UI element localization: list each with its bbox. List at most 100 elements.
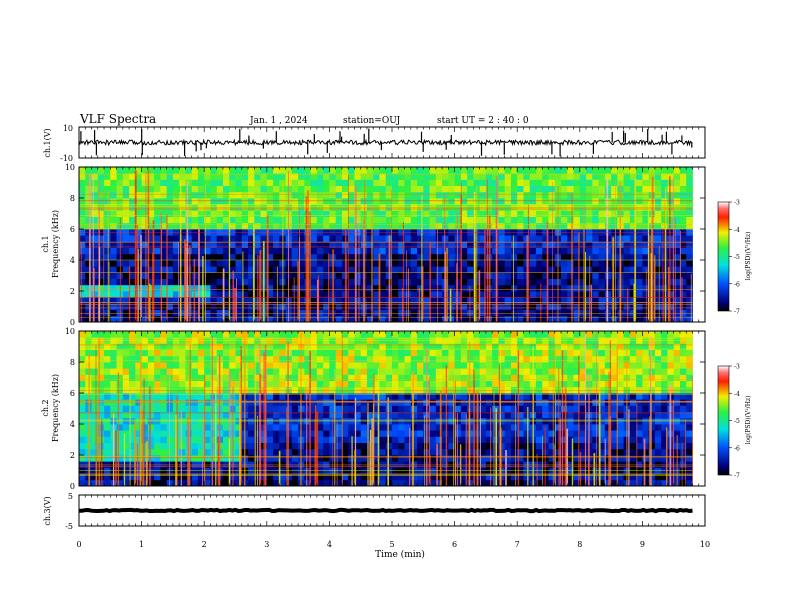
- spectrogram-cell: [417, 222, 424, 230]
- spectrogram-cell: [323, 380, 330, 388]
- spectrogram-cell: [654, 198, 662, 205]
- spectrogram-cell: [104, 216, 111, 224]
- spectrogram-cell: [366, 272, 374, 279]
- spectrogram-cell: [373, 424, 380, 431]
- spectrogram-cell: [110, 393, 117, 400]
- spectrogram-cell: [310, 204, 318, 211]
- spectrogram-cell: [573, 241, 581, 248]
- spectrogram-cell: [266, 424, 274, 431]
- spectrogram-cell: [91, 191, 99, 199]
- spectrogram-cell: [611, 260, 618, 267]
- spectrogram-cell: [160, 374, 168, 381]
- spectrogram-cell: [548, 374, 556, 381]
- spectrogram-cell: [241, 260, 249, 267]
- spectrogram-cell: [323, 405, 330, 412]
- spectrogram-cell: [172, 315, 180, 323]
- spectrogram-cell: [316, 278, 324, 286]
- spectrogram-cell: [316, 349, 324, 357]
- spectrogram-cell: [366, 386, 374, 394]
- spectrogram-cell: [586, 222, 593, 230]
- spectrogram-cell: [623, 222, 631, 230]
- spectrogram-cell: [129, 355, 136, 363]
- spectrogram-cell: [91, 167, 99, 174]
- spectrogram-cell: [579, 303, 587, 310]
- spectrogram-cell: [467, 173, 474, 180]
- spectrogram-cell: [366, 343, 374, 350]
- spectrogram-cell: [442, 216, 449, 224]
- spectrogram-cell: [636, 278, 643, 286]
- spectrogram-cell: [611, 362, 618, 369]
- spectrogram-cell: [679, 297, 687, 304]
- spectrogram-cell: [617, 405, 625, 412]
- spectrogram-cell: [498, 380, 506, 388]
- spectrogram-cell: [510, 278, 518, 286]
- spectrogram-cell: [392, 455, 399, 462]
- spectrogram-cell: [360, 204, 368, 211]
- spectrogram-cell: [604, 405, 612, 412]
- spectrogram-cell: [548, 216, 556, 224]
- spectrogram-cell: [579, 260, 587, 267]
- spectrogram-cell: [642, 362, 650, 369]
- spectrogram-cell: [235, 461, 243, 468]
- spectrogram-cell: [629, 355, 637, 363]
- spectrogram-cell: [473, 380, 481, 388]
- spectrogram-cell: [629, 260, 637, 267]
- spectrogram-cell: [592, 222, 599, 230]
- spectrogram-cell: [567, 479, 574, 487]
- spectrogram-cell: [273, 216, 280, 224]
- spectrogram-cell: [129, 241, 136, 248]
- spectrogram-cell: [104, 380, 111, 388]
- spectrogram-cell: [154, 266, 161, 273]
- spectrogram-cell: [323, 253, 330, 261]
- spectrogram-cell: [498, 424, 506, 431]
- spectrogram-cell: [354, 210, 362, 217]
- spectrogram-cell: [398, 368, 405, 375]
- spectrogram-cell: [398, 191, 405, 199]
- station-label: station=OUJ: [343, 116, 401, 126]
- spectrogram-cell: [629, 362, 637, 369]
- spectrogram-cell: [529, 179, 537, 186]
- spectrogram-cell: [535, 297, 543, 304]
- spectrogram-cell: [604, 461, 612, 468]
- spectrogram-cell: [454, 473, 462, 481]
- spectrogram-cell: [492, 167, 499, 174]
- spectrogram-cell: [79, 386, 86, 394]
- spectrogram-cell: [323, 461, 330, 468]
- spectrogram-cell: [185, 191, 193, 199]
- spectrogram-cell: [129, 309, 136, 317]
- spectrogram-cell: [517, 424, 524, 431]
- spectrogram-cell: [567, 424, 574, 431]
- spectrogram-cell: [91, 355, 99, 363]
- spectrogram-cell: [248, 216, 255, 224]
- spectrogram-cell: [260, 210, 268, 217]
- spectrogram-cell: [579, 473, 587, 481]
- spectrogram-cell: [310, 253, 318, 261]
- spectrogram-cell: [97, 374, 105, 381]
- spectrogram-cell: [179, 442, 186, 450]
- spectrogram-cell: [172, 331, 180, 338]
- spectrogram-cell: [91, 430, 99, 437]
- spectrogram-cell: [417, 448, 424, 456]
- spectrogram-cell: [335, 210, 343, 217]
- spectrogram-cell: [642, 368, 650, 375]
- spectrogram-cell: [504, 303, 512, 310]
- spectrogram-cell: [686, 253, 693, 261]
- spectrogram-cell: [498, 235, 506, 242]
- spectrogram-cell: [429, 253, 437, 261]
- spectrogram-cell: [166, 179, 174, 186]
- spectrogram-cell: [266, 479, 274, 487]
- spectrogram-cell: [467, 253, 474, 261]
- spectrogram-cell: [473, 343, 481, 350]
- spectrogram-cell: [222, 430, 230, 437]
- spectrogram-cell: [510, 331, 518, 338]
- spectrogram-cell: [404, 411, 412, 419]
- spectrogram-cell: [79, 424, 86, 431]
- spectrogram-cell: [392, 297, 399, 304]
- spectrogram-cell: [348, 411, 355, 419]
- spectrogram-cell: [373, 191, 380, 199]
- spectrogram-cell: [485, 436, 493, 443]
- spectrogram-cell: [579, 167, 587, 174]
- spectrogram-cell: [473, 386, 481, 394]
- spectrogram-cell: [492, 393, 499, 400]
- spectrogram-cell: [273, 173, 280, 180]
